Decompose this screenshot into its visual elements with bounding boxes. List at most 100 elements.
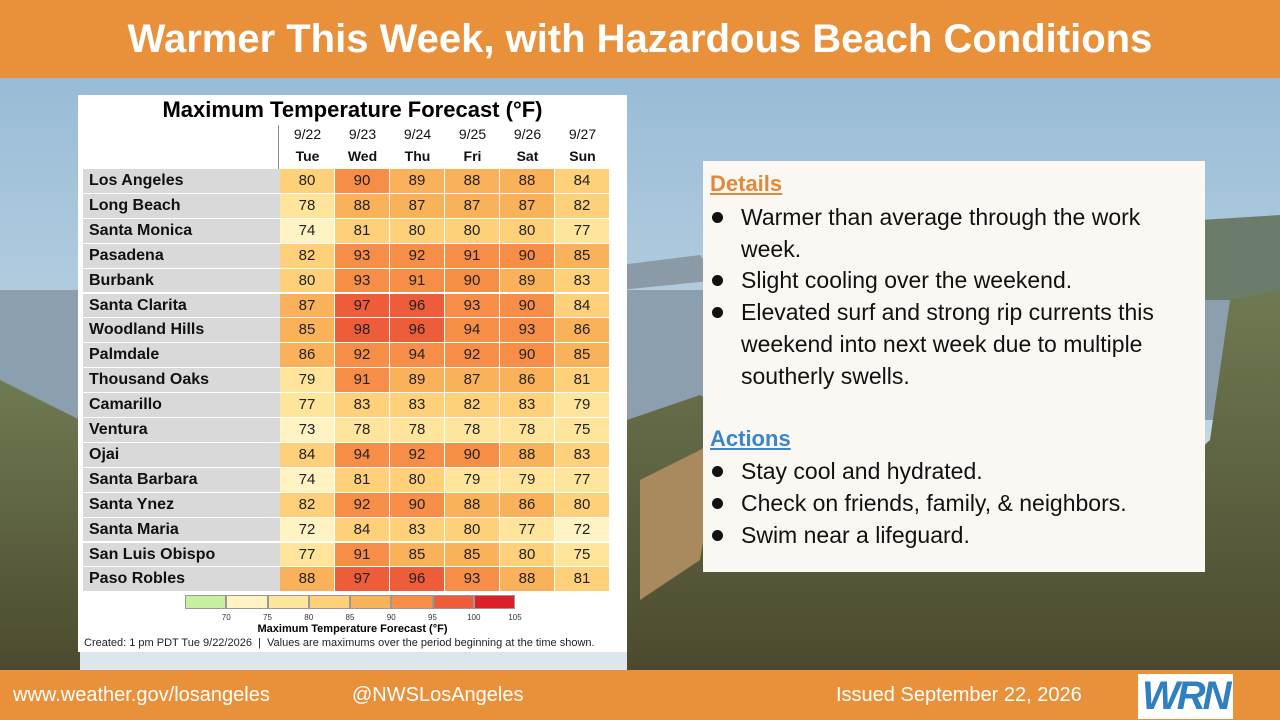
website[interactable]: www.weather.gov/losangeles bbox=[13, 684, 270, 706]
bullet-dot bbox=[712, 212, 723, 223]
date-header: 9/22 bbox=[293, 126, 322, 142]
temperature-cell: 80 bbox=[500, 218, 555, 244]
logo: WRN bbox=[1138, 674, 1233, 719]
issued-date: Issued September 22, 2026 bbox=[836, 684, 1082, 706]
city-name: Palmdale bbox=[83, 343, 280, 369]
scale-tick-label: 80 bbox=[304, 613, 314, 622]
day-header: Sat bbox=[516, 148, 539, 164]
temperature-cell: 88 bbox=[445, 169, 500, 194]
city-name: Thousand Oaks bbox=[83, 368, 280, 394]
temperature-cell: 93 bbox=[500, 318, 555, 344]
temperature-cell: 87 bbox=[445, 193, 500, 219]
date-header: 9/26 bbox=[513, 126, 542, 142]
temperature-cell: 81 bbox=[555, 567, 610, 593]
city-name: Burbank bbox=[83, 268, 280, 294]
created-note: Created: 1 pm PDT Tue 9/22/2026 | Values… bbox=[84, 637, 595, 649]
scale-tick-label: 70 bbox=[221, 613, 231, 622]
temperature-cell: 80 bbox=[390, 467, 445, 493]
city-name: Ojai bbox=[83, 442, 280, 468]
temperature-cell: 82 bbox=[555, 193, 610, 219]
temperature-cell: 75 bbox=[555, 418, 610, 443]
temperature-cell: 85 bbox=[555, 343, 610, 369]
temperature-cell: 90 bbox=[500, 343, 555, 369]
temperature-cell: 72 bbox=[555, 517, 610, 543]
scale-swatch bbox=[473, 595, 515, 609]
scale-swatch bbox=[185, 595, 227, 609]
city-name: Santa Barbara bbox=[83, 467, 280, 493]
city-name: Santa Ynez bbox=[83, 492, 280, 518]
temperature-cell: 82 bbox=[445, 393, 500, 418]
scale-swatch bbox=[350, 595, 392, 609]
temperature-cell: 91 bbox=[335, 542, 390, 568]
temperature-cell: 80 bbox=[390, 218, 445, 244]
temperature-cell: 79 bbox=[280, 368, 335, 394]
temperature-cell: 90 bbox=[445, 268, 500, 294]
temperature-cell: 79 bbox=[500, 467, 555, 493]
bullet-dot bbox=[712, 307, 723, 318]
city-name: San Luis Obispo bbox=[83, 542, 280, 568]
temperature-cell: 93 bbox=[335, 268, 390, 294]
temperature-cell: 77 bbox=[500, 517, 555, 543]
temperature-cell: 93 bbox=[445, 293, 500, 319]
temperature-cell: 96 bbox=[390, 318, 445, 344]
scale-tick-label: 100 bbox=[467, 613, 481, 622]
temperature-cell: 80 bbox=[445, 218, 500, 244]
temperature-cell: 79 bbox=[445, 467, 500, 493]
temperature-cell: 91 bbox=[445, 243, 500, 269]
bullet-dot bbox=[712, 275, 723, 286]
temperature-cell: 83 bbox=[555, 442, 610, 468]
scale-tick-label: 105 bbox=[508, 613, 522, 622]
temperature-cell: 84 bbox=[555, 293, 610, 319]
temperature-cell: 89 bbox=[500, 268, 555, 294]
temperature-cell: 80 bbox=[500, 542, 555, 568]
temperature-cell: 83 bbox=[555, 268, 610, 294]
temperature-cell: 80 bbox=[280, 169, 335, 194]
temperature-cell: 87 bbox=[445, 368, 500, 394]
temperature-cell: 90 bbox=[390, 492, 445, 518]
scale-swatch bbox=[391, 595, 433, 609]
city-name: Woodland Hills bbox=[83, 318, 280, 344]
footer: www.weather.gov/losangeles @NWSLosAngele… bbox=[0, 670, 1280, 720]
temperature-cell: 86 bbox=[500, 492, 555, 518]
city-name: Santa Clarita bbox=[83, 293, 280, 319]
temperature-cell: 92 bbox=[335, 343, 390, 369]
details-box: Details Warmer than average through the w… bbox=[703, 161, 1205, 572]
temperature-cell: 89 bbox=[390, 169, 445, 194]
detail-bullet: Slight cooling over the weekend. bbox=[741, 267, 1073, 293]
temperature-cell: 78 bbox=[280, 193, 335, 219]
temperature-cell: 83 bbox=[390, 393, 445, 418]
temperature-cell: 93 bbox=[335, 243, 390, 269]
scale-tick-label: 95 bbox=[428, 613, 437, 622]
temperature-cell: 78 bbox=[500, 418, 555, 443]
temperature-cell: 85 bbox=[445, 542, 500, 568]
date-header: 9/24 bbox=[403, 126, 432, 142]
temperature-cell: 83 bbox=[500, 393, 555, 418]
temperature-cell: 86 bbox=[280, 343, 335, 369]
bullet-dot bbox=[712, 498, 723, 509]
social-handle[interactable]: @NWSLosAngeles bbox=[352, 684, 524, 706]
temperature-cell: 94 bbox=[445, 318, 500, 344]
temperature-cell: 94 bbox=[390, 343, 445, 369]
scale-swatch bbox=[308, 595, 350, 609]
temperature-cell: 83 bbox=[390, 517, 445, 543]
temperature-cell: 97 bbox=[335, 567, 390, 593]
temperature-cell: 77 bbox=[280, 542, 335, 568]
detail-bullet: Elevated surf and strong rip currents th… bbox=[741, 299, 1154, 389]
temperature-cell: 87 bbox=[390, 193, 445, 219]
temperature-cell: 92 bbox=[390, 243, 445, 269]
temperature-cell: 91 bbox=[390, 268, 445, 294]
day-header: Sun bbox=[569, 148, 596, 164]
details-heading: Details bbox=[710, 171, 783, 196]
temperature-cell: 74 bbox=[280, 218, 335, 244]
temperature-cell: 93 bbox=[445, 567, 500, 593]
table-title: Maximum Temperature Forecast (°F) bbox=[162, 97, 543, 122]
scale-swatch bbox=[267, 595, 309, 609]
date-header: 9/23 bbox=[348, 126, 377, 142]
header-title: Warmer This Week, with Hazardous Beach C… bbox=[0, 0, 1280, 78]
scale-swatch bbox=[432, 595, 474, 609]
temperature-cell: 87 bbox=[280, 293, 335, 319]
temperature-cell: 81 bbox=[335, 218, 390, 244]
temperature-cell: 78 bbox=[335, 418, 390, 443]
temperature-cell: 78 bbox=[445, 418, 500, 443]
